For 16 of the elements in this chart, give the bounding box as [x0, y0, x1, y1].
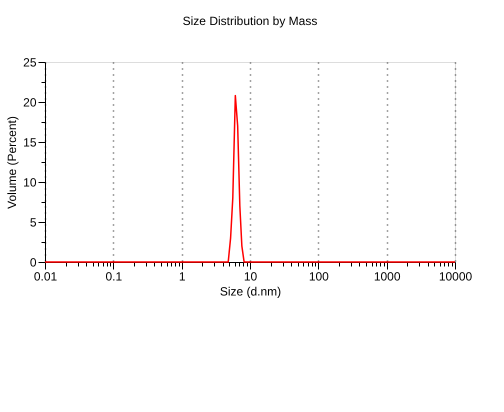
- x-tick-label: 100: [308, 270, 330, 284]
- y-tick-label: 20: [23, 96, 37, 110]
- x-tick-label: 10: [244, 270, 258, 284]
- chart-title: Size Distribution by Mass: [182, 14, 318, 28]
- y-tick-label: 15: [23, 136, 37, 150]
- y-axis-title: Volume (Percent): [5, 116, 20, 209]
- x-axis-title: Size (d.nm): [220, 284, 282, 298]
- y-tick-label: 0: [30, 256, 37, 270]
- y-tick-label: 5: [30, 216, 37, 230]
- x-tick-label: 1000: [374, 270, 401, 284]
- x-tick-label: 0.01: [34, 270, 58, 284]
- x-tick-label: 10000: [438, 270, 473, 284]
- y-tick-label: 10: [23, 176, 37, 190]
- x-tick-label: 1: [178, 270, 186, 284]
- y-tick-label: 25: [23, 56, 37, 70]
- x-tick-label: 0.1: [105, 270, 122, 284]
